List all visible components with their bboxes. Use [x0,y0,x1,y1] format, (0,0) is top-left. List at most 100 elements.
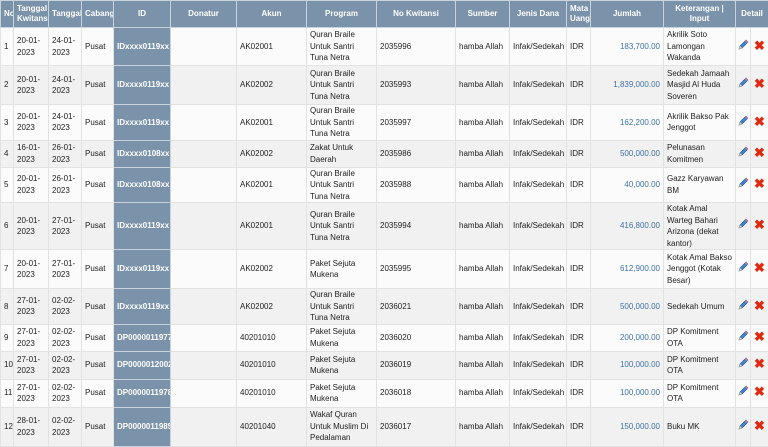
delete-button[interactable]: ✖ [751,203,768,250]
cell-no-kwitansi: 2035988 [377,167,456,203]
column-header-no-kwitansi[interactable]: No Kwitansi [377,1,456,28]
column-header-tanggal-kwitansi[interactable]: Tanggal Kwitansi [14,1,49,28]
cell-id[interactable]: IDxxxx0119xx [114,66,171,105]
cell-program: Quran Braile Untuk Santri Tuna Netra [307,289,377,325]
edit-button[interactable] [736,167,751,203]
cell-keterangan: Kotak Amal Warteg Bahari Arizona (dekat … [664,203,736,250]
edit-button[interactable] [736,66,751,105]
cell-sumber: hamba Allah [456,105,510,141]
pencil-icon [737,146,749,158]
cell-no: 9 [1,324,14,351]
cell-id[interactable]: IDxxxx0119xx [114,203,171,250]
pencil-icon [737,39,749,51]
edit-button[interactable] [736,324,751,351]
edit-button[interactable] [736,250,751,289]
cell-tanggal-kwitansi: 20-01-2023 [14,105,49,141]
delete-button[interactable]: ✖ [751,324,768,351]
cell-akun: AK02002 [237,140,307,167]
cell-program: Paket Sejuta Mukena [307,379,377,407]
cell-jenis-dana: Infak/Sedekah [510,324,567,351]
edit-button[interactable] [736,379,751,407]
cell-tanggal-kwitansi: 28-01-2023 [14,407,49,446]
x-icon: ✖ [754,38,765,53]
delete-button[interactable]: ✖ [751,289,768,325]
edit-button[interactable] [736,203,751,250]
edit-button[interactable] [736,28,751,66]
cell-program: Paket Sejuta Mukena [307,324,377,351]
cell-id[interactable]: DP0000012002 [114,351,171,379]
column-header-detail[interactable]: Detail [736,1,768,28]
cell-id[interactable]: IDxxxx0119xx [114,250,171,289]
column-header-mata-uang[interactable]: Mata Uang [567,1,591,28]
column-header-cabang[interactable]: Cabang [82,1,114,28]
cell-jenis-dana: Infak/Sedekah [510,140,567,167]
column-header-no[interactable]: No [1,1,14,28]
column-header-akun[interactable]: Akun [237,1,307,28]
cell-cabang: Pusat [82,407,114,446]
cell-no: 10 [1,351,14,379]
cell-tanggal-kwitansi: 27-01-2023 [14,289,49,325]
cell-akun: AK02002 [237,66,307,105]
cell-akun: AK02002 [237,289,307,325]
edit-button[interactable] [736,407,751,446]
edit-button[interactable] [736,351,751,379]
cell-jenis-dana: Infak/Sedekah [510,203,567,250]
cell-donatur [171,324,237,351]
cell-no: 11 [1,379,14,407]
cell-akun: AK02001 [237,105,307,141]
cell-mata-uang: IDR [567,250,591,289]
column-header-jenis-dana[interactable]: Jenis Dana [510,1,567,28]
delete-button[interactable]: ✖ [751,66,768,105]
cell-keterangan: Kotak Amal Bakso Jenggot (Kotak Besar) [664,250,736,289]
cell-keterangan: Sedekah Jamaah Masjid Al Huda Soveren [664,66,736,105]
column-header-program[interactable]: Program [307,1,377,28]
cell-no: 2 [1,66,14,105]
delete-button[interactable]: ✖ [751,140,768,167]
cell-id[interactable]: IDxxxx0119xx [114,289,171,325]
cell-no-kwitansi: 2036020 [377,324,456,351]
delete-button[interactable]: ✖ [751,167,768,203]
cell-id[interactable]: DP0000011977 [114,324,171,351]
delete-button[interactable]: ✖ [751,351,768,379]
delete-button[interactable]: ✖ [751,379,768,407]
cell-akun: 40201010 [237,324,307,351]
edit-button[interactable] [736,140,751,167]
cell-program: Quran Braile Untuk Santri Tuna Netra [307,28,377,66]
cell-no-kwitansi: 2035997 [377,105,456,141]
cell-no-kwitansi: 2035994 [377,203,456,250]
column-header-sumber[interactable]: Sumber [456,1,510,28]
pencil-icon [737,77,749,89]
delete-button[interactable]: ✖ [751,250,768,289]
cell-id[interactable]: DP0000011978 [114,379,171,407]
cell-no-kwitansi: 2035996 [377,28,456,66]
column-header-tanggal[interactable]: Tanggal [49,1,82,28]
column-header-donatur[interactable]: Donatur [171,1,237,28]
cell-id[interactable]: IDxxxx0108xx [114,167,171,203]
cell-jenis-dana: Infak/Sedekah [510,28,567,66]
cell-akun: AK02001 [237,203,307,250]
cell-akun: AK02001 [237,167,307,203]
delete-button[interactable]: ✖ [751,407,768,446]
cell-id[interactable]: IDxxxx0119xx [114,28,171,66]
cell-id[interactable]: IDxxxx0119xx [114,105,171,141]
cell-tanggal: 26-01-2023 [49,140,82,167]
column-header-id[interactable]: ID [114,1,171,28]
cell-id[interactable]: IDxxxx0108xx [114,140,171,167]
cell-donatur [171,379,237,407]
edit-button[interactable] [736,105,751,141]
delete-button[interactable]: ✖ [751,28,768,66]
column-header-keterangan[interactable]: Keterangan | Input [664,1,736,28]
cell-id[interactable]: DP0000011985 [114,407,171,446]
cell-akun: AK02001 [237,28,307,66]
column-header-jumlah[interactable]: Jumlah [591,1,664,28]
cell-tanggal-kwitansi: 20-01-2023 [14,250,49,289]
edit-button[interactable] [736,289,751,325]
cell-keterangan: Sedekah Umum [664,289,736,325]
cell-cabang: Pusat [82,250,114,289]
delete-button[interactable]: ✖ [751,105,768,141]
cell-tanggal-kwitansi: 27-01-2023 [14,324,49,351]
